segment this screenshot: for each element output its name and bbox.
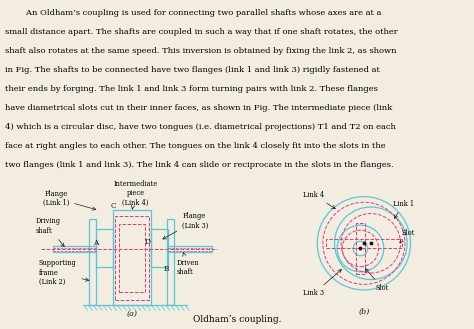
Bar: [168, 246, 211, 252]
Text: Flange
(Link 1): Flange (Link 1): [43, 190, 96, 210]
Text: Slot: Slot: [400, 229, 415, 243]
Text: Oldham’s coupling.: Oldham’s coupling.: [193, 315, 281, 324]
Text: Slot: Slot: [365, 268, 389, 292]
Text: Link 3: Link 3: [303, 269, 341, 297]
Text: (a): (a): [127, 310, 137, 318]
Bar: [89, 219, 96, 305]
Text: face at right angles to each other. The tongues on the link 4 closely fit into t: face at right angles to each other. The …: [5, 142, 385, 150]
Bar: [113, 211, 151, 305]
Text: Driven
shaft: Driven shaft: [177, 253, 200, 276]
Text: shaft also rotates at the same speed. This inversion is obtained by fixing the l: shaft also rotates at the same speed. Th…: [5, 47, 396, 55]
Text: two flanges (link 1 and link 3). The link 4 can slide or reciprocate in the slot: two flanges (link 1 and link 3). The lin…: [5, 161, 393, 169]
Bar: [356, 222, 365, 274]
Bar: [96, 230, 113, 267]
Text: An Oldham’s coupling is used for connecting two parallel shafts whose axes are a: An Oldham’s coupling is used for connect…: [5, 9, 381, 17]
Text: Supporting
frame
(Link 2): Supporting frame (Link 2): [39, 260, 89, 286]
Bar: [326, 239, 402, 248]
Bar: [119, 224, 145, 292]
Text: 4) which is a circular disc, have two tongues (i.e. diametrical projections) T1 : 4) which is a circular disc, have two to…: [5, 123, 396, 131]
Text: Link 1: Link 1: [393, 200, 414, 218]
Text: A: A: [93, 239, 99, 247]
Text: Intermediate
piece
(Link 4): Intermediate piece (Link 4): [113, 180, 158, 209]
Text: small distance apart. The shafts are coupled in such a way that if one shaft rot: small distance apart. The shafts are cou…: [5, 28, 398, 36]
Text: (b): (b): [358, 308, 370, 316]
Text: their ends by forging. The link 1 and link 3 form turning pairs with link 2. The: their ends by forging. The link 1 and li…: [5, 85, 378, 93]
Bar: [53, 246, 96, 252]
Text: Link 4: Link 4: [303, 191, 335, 209]
Text: in Fig. The shafts to be connected have two flanges (link 1 and link 3) rigidly : in Fig. The shafts to be connected have …: [5, 66, 380, 74]
Text: have diametrical slots cut in their inner faces, as shown in Fig. The intermedia: have diametrical slots cut in their inne…: [5, 104, 392, 112]
Bar: [167, 219, 173, 305]
Text: C: C: [110, 202, 116, 210]
Text: B: B: [164, 265, 169, 273]
Text: Flange
(Link 3): Flange (Link 3): [163, 212, 209, 239]
Text: Driving
shaft: Driving shaft: [36, 217, 64, 246]
Bar: [115, 216, 149, 300]
Bar: [151, 230, 168, 267]
Text: D: D: [145, 238, 151, 246]
